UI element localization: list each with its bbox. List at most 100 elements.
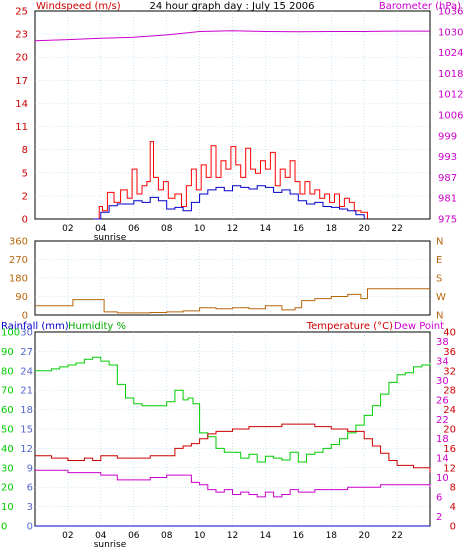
panel3-x-tick-label: 16 [293,531,305,541]
panel1-x-tick-label: 08 [161,224,173,234]
rainfall-tick-label: 18 [20,405,33,416]
panel1-x-tick-label: 10 [194,224,206,234]
barometer-tick-label: 993 [438,152,457,163]
dewpoint-tick-label: 34 [436,357,449,368]
panel2-series [35,288,430,314]
panel3-sunrise-label: sunrise [94,540,127,550]
direction-tick-label: 360 [9,237,28,248]
panel3-x-tick-label: 22 [391,531,402,541]
panel1-series [34,30,430,220]
panel1-x-tick-label: 18 [326,224,338,234]
rainfall-axis-label: Rainfall (mm) [1,321,69,332]
windspeed-tick-label: 0 [22,215,28,226]
barometer-tick-label: 981 [438,194,457,205]
rainfall-tick-label: 21 [20,386,33,397]
humidity-tick-label: 90 [1,347,14,358]
chart-title: 24 hour graph day : July 15 2006 [149,1,314,12]
rainfall-tick-label: 30 [20,328,33,339]
panel1-x-tick-label: 22 [391,224,402,234]
temperature-line [35,423,431,473]
barometer-axis-label: Barometer (hPa) [379,1,461,12]
dewpoint-line [35,469,431,498]
temperature-tick-label: 4 [450,502,456,513]
panel1-x-tick-label: 16 [293,224,305,234]
humidity-tick-label: 60 [1,405,14,416]
humidity-tick-label: 100 [1,328,20,339]
panel2-grid [35,241,430,315]
humidity-tick-label: 80 [1,366,14,377]
compass-tick-label: N [436,237,443,248]
rainfall-tick-label: 27 [20,347,33,358]
panel1-x-tick-label: 06 [128,224,140,234]
barometer-tick-label: 1036 [438,7,463,18]
panel3-x-tick-label: 08 [161,531,173,541]
rainfall-tick-label: 12 [20,444,33,455]
temperature-tick-label: 16 [443,444,456,455]
windspeed-tick-label: 25 [15,7,28,18]
barometer-tick-label: 1030 [438,27,463,38]
barometer-line [34,30,430,42]
panel3-x-tick-label: 04 [95,531,107,541]
temperature-tick-label: 28 [443,386,456,397]
humidity-tick-label: 70 [1,386,14,397]
dewpoint-tick-label: 2 [436,512,442,523]
barometer-tick-label: 987 [438,173,457,184]
temperature-tick-label: 40 [443,328,456,339]
panel1-x-tick-label: 14 [260,224,272,234]
windspeed-tick-label: 17 [15,76,28,87]
windspeed-tick-label: 11 [15,122,28,133]
rainfall-tick-label: 24 [20,366,33,377]
dewpoint-tick-label: 22 [436,415,449,426]
dewpoint-tick-label: 6 [436,492,442,503]
direction-tick-label: 90 [15,292,28,303]
panel1-x-tick-label: 12 [227,224,238,234]
compass-tick-label: W [436,292,446,303]
windspeed-tick-label: 2 [22,191,28,202]
rainfall-tick-label: 0 [27,522,33,533]
dewpoint-tick-label: 26 [436,395,449,406]
panel3-x-tick-label: 12 [227,531,238,541]
dewpoint-axis-label: Dew Point [394,321,444,332]
humidity-tick-label: 50 [1,425,14,436]
panel3-x-tick-label: 18 [326,531,338,541]
barometer-tick-label: 1006 [438,111,463,122]
panel3-series [35,356,431,527]
panel3-x-tick-label: 10 [194,531,206,541]
humidity-tick-label: 40 [1,444,14,455]
dewpoint-tick-label: 30 [436,376,449,387]
windspeed-tick-label: 14 [15,99,28,110]
dewpoint-tick-label: 38 [436,337,449,348]
windspeed-tick-label: 23 [15,30,28,41]
rainfall-tick-label: 3 [27,502,33,513]
panel1-x-tick-label: 02 [62,224,73,234]
temperature-tick-label: 0 [450,522,456,533]
direction-tick-label: 180 [9,274,28,285]
humidity-tick-label: 30 [1,463,14,474]
temperature-tick-label: 32 [443,366,456,377]
rainfall-tick-label: 15 [20,425,33,436]
windspeed-axis-label: Windspeed (m/s) [36,1,121,12]
windspeed-tick-label: 8 [22,145,28,156]
barometer-tick-label: 999 [438,131,457,142]
humidity-tick-label: 10 [1,502,14,513]
direction-tick-label: 270 [9,255,28,266]
humidity-line [35,356,431,463]
dewpoint-tick-label: 10 [436,473,449,484]
compass-tick-label: E [436,255,442,266]
temperature-tick-label: 36 [443,347,456,358]
rainfall-tick-label: 9 [27,463,33,474]
windspeed-gust-line [94,141,368,220]
humidity-tick-label: 0 [1,522,7,533]
temperature-axis-label: Temperature (°C) [306,321,393,332]
temperature-tick-label: 24 [443,405,456,416]
panel1-right-ticks: 975 981 987 993 999 1006 1012 1018 1024 1030 1036 [438,7,463,226]
wind-direction-line [35,288,430,314]
panel3-x-tick-label: 02 [62,531,73,541]
panel3-x-tick-label: 20 [358,531,370,541]
